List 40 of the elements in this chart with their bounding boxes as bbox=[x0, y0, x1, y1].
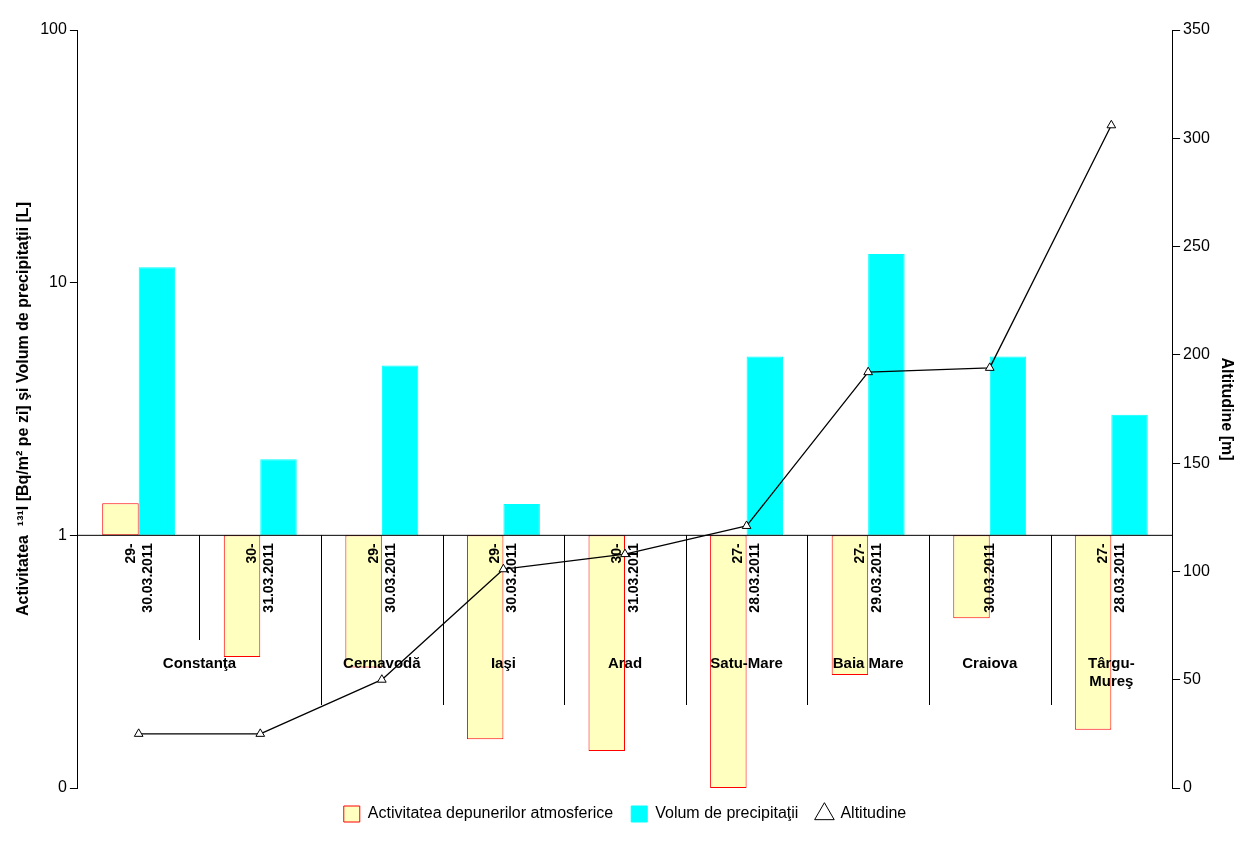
x-tick-label: 30-31.03.2011 bbox=[607, 543, 641, 613]
y2-tick-label: 250 bbox=[1183, 236, 1210, 254]
legend-label: Altitudine bbox=[840, 804, 907, 822]
y2-tick-label: 50 bbox=[1183, 670, 1201, 688]
y-tick-label: 10 bbox=[49, 273, 67, 291]
x-tick-label: 30-31.03.2011 bbox=[243, 543, 277, 613]
annotation: Satu-Mare bbox=[710, 653, 783, 671]
annotation: Baia Mare bbox=[832, 653, 904, 671]
annotation: Târgu-Mureş bbox=[1087, 653, 1135, 689]
bar bbox=[1111, 414, 1148, 536]
bar bbox=[381, 365, 419, 536]
legend-label: Volum de precipitaţii bbox=[655, 804, 799, 822]
annotation: Iaşi bbox=[490, 653, 516, 671]
x-tick-label: 27-29.03.2011 bbox=[851, 543, 885, 613]
y-tick-label: 100 bbox=[40, 20, 67, 38]
y-tick-label: 0 bbox=[57, 778, 67, 796]
x-tick-label: 29-30.03.2011 bbox=[486, 543, 520, 613]
legend-label: Activitatea depunerilor atmosferice bbox=[367, 804, 614, 822]
y2-tick-label: 100 bbox=[1183, 561, 1210, 579]
bar bbox=[868, 253, 905, 536]
y2-tick-label: 200 bbox=[1183, 345, 1210, 363]
y2-tick-label: 150 bbox=[1183, 453, 1210, 471]
annotation: Craiova bbox=[962, 653, 1018, 671]
bar bbox=[138, 267, 176, 536]
x-tick-label: 29-30.03.2011 bbox=[364, 543, 398, 613]
annotation: Constanţa bbox=[162, 653, 237, 671]
bar bbox=[989, 356, 1027, 536]
y2-tick-label: 350 bbox=[1183, 20, 1210, 38]
bar bbox=[260, 459, 297, 536]
y-tick-label: 1 bbox=[57, 525, 67, 543]
y2-tick-label: 300 bbox=[1183, 128, 1210, 146]
y2-tick-label: 0 bbox=[1183, 778, 1193, 796]
x-tick-label: 27-28.03.2011 bbox=[729, 543, 763, 613]
y2-axis-title: Altitudine [m] bbox=[1218, 357, 1236, 461]
bar bbox=[746, 356, 784, 536]
bar bbox=[503, 504, 540, 536]
x-tick-label: 29-30.03.2011 bbox=[121, 543, 155, 613]
x-tick-label: 27-28.03.2011 bbox=[1094, 543, 1128, 613]
y-axis-title: Activitatea ¹³¹I [Bq/m² pe zi] şi Volum de precipitaţii [L] bbox=[14, 202, 32, 616]
x-tick-label: 30.03.2011 bbox=[980, 543, 997, 613]
